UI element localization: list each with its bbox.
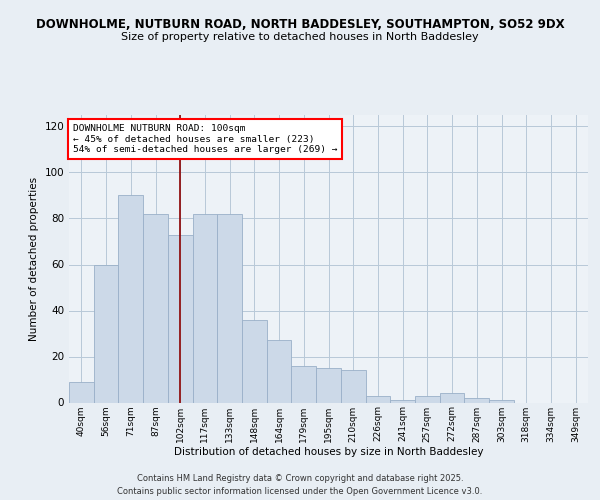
Bar [217, 214, 242, 402]
Text: Contains HM Land Registry data © Crown copyright and database right 2025.: Contains HM Land Registry data © Crown c… [137, 474, 463, 483]
Text: Contains public sector information licensed under the Open Government Licence v3: Contains public sector information licen… [118, 488, 482, 496]
Bar [94, 264, 118, 402]
Bar [242, 320, 267, 402]
Bar [143, 214, 168, 402]
Text: DOWNHOLME, NUTBURN ROAD, NORTH BADDESLEY, SOUTHAMPTON, SO52 9DX: DOWNHOLME, NUTBURN ROAD, NORTH BADDESLEY… [35, 18, 565, 30]
Bar [193, 214, 217, 402]
Text: DOWNHOLME NUTBURN ROAD: 100sqm
← 45% of detached houses are smaller (223)
54% of: DOWNHOLME NUTBURN ROAD: 100sqm ← 45% of … [73, 124, 337, 154]
Bar [168, 234, 193, 402]
Bar [415, 396, 440, 402]
X-axis label: Distribution of detached houses by size in North Baddesley: Distribution of detached houses by size … [174, 447, 483, 457]
Bar [365, 396, 390, 402]
Bar [464, 398, 489, 402]
Bar [292, 366, 316, 403]
Bar [390, 400, 415, 402]
Bar [118, 196, 143, 402]
Y-axis label: Number of detached properties: Number of detached properties [29, 176, 39, 341]
Bar [316, 368, 341, 402]
Text: Size of property relative to detached houses in North Baddesley: Size of property relative to detached ho… [121, 32, 479, 42]
Bar [69, 382, 94, 402]
Bar [341, 370, 365, 402]
Bar [267, 340, 292, 402]
Bar [440, 394, 464, 402]
Bar [489, 400, 514, 402]
